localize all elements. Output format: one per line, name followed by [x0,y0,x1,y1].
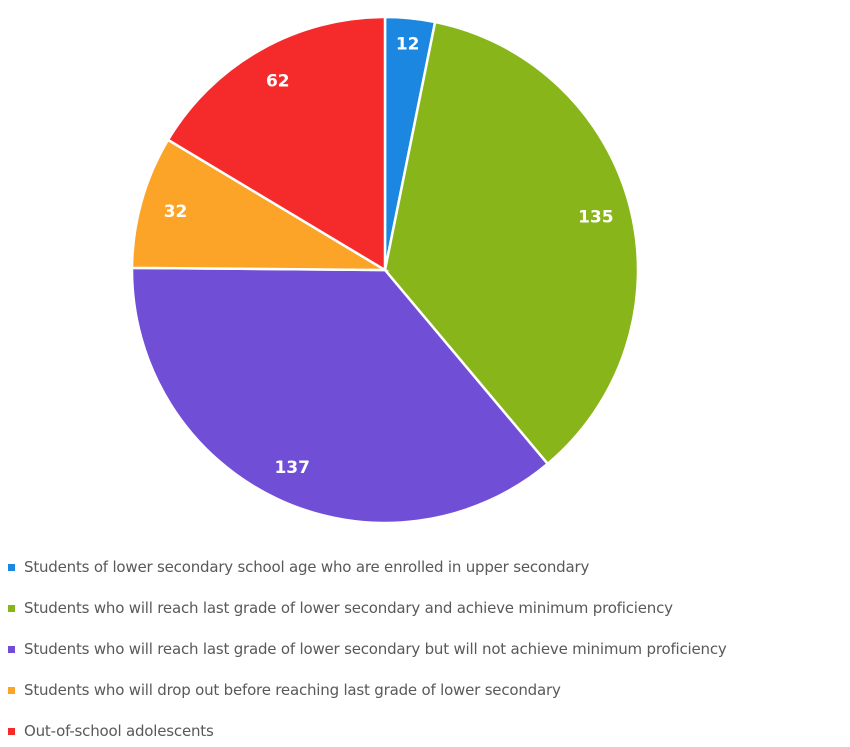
legend-marker [8,604,15,612]
legend-item: Students who will reach last grade of lo… [8,598,673,618]
data-label: 32 [164,202,188,222]
pie-slice [130,138,390,272]
data-label: 137 [274,458,310,478]
pie-chart: 12 135 137 32 62 [130,15,640,525]
pie-slice [383,20,640,466]
pie-slice [166,15,387,273]
legend-marker [8,645,15,653]
legend-label: Students of lower secondary school age w… [24,558,590,576]
legend-marker [8,727,15,735]
legend-item: Students of lower secondary school age w… [8,557,589,577]
legend-label: Out-of-school adolescents [24,722,214,740]
legend-item: Students who will reach last grade of lo… [8,639,727,659]
data-label: 12 [396,34,420,54]
data-label: 135 [578,207,614,227]
pie-slice [130,266,550,525]
legend-label: Students who will reach last grade of lo… [24,599,673,617]
legend-marker [8,686,15,694]
legend-item: Out-of-school adolescents [8,721,214,741]
legend-item: Students who will drop out before reachi… [8,680,561,700]
legend-label: Students who will drop out before reachi… [24,681,561,699]
legend-marker [8,563,15,571]
data-label: 62 [266,72,290,92]
legend-label: Students who will reach last grade of lo… [24,640,727,658]
